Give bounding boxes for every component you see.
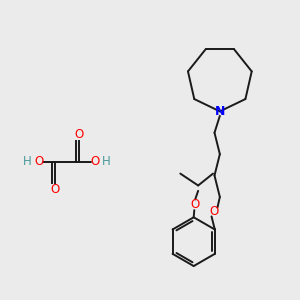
- Text: H: H: [23, 155, 32, 168]
- Text: N: N: [215, 105, 225, 118]
- Text: O: O: [34, 155, 43, 168]
- Text: O: O: [74, 128, 83, 141]
- Text: H: H: [102, 155, 111, 168]
- Text: O: O: [50, 183, 59, 196]
- Text: O: O: [210, 206, 219, 218]
- Text: O: O: [190, 198, 200, 211]
- Text: O: O: [90, 155, 100, 168]
